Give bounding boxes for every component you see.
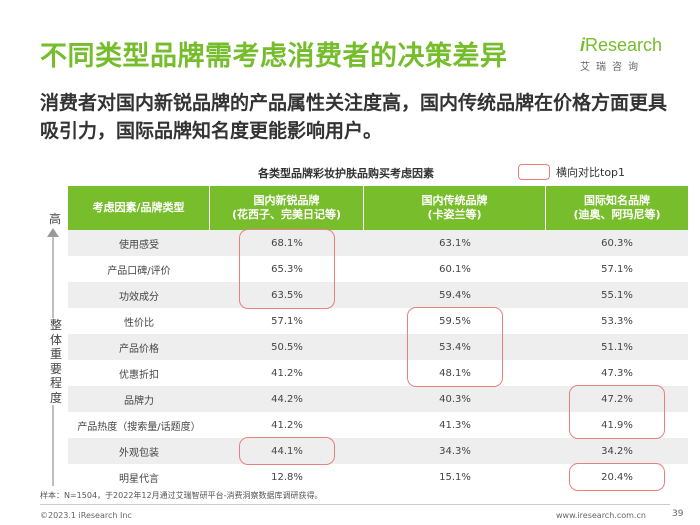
value-cell: 12.8% bbox=[271, 471, 303, 483]
website-link[interactable]: www.iresearch.com.cn bbox=[556, 511, 646, 520]
value-cell: 55.1% bbox=[601, 289, 633, 301]
factor-label: 明星代言 bbox=[119, 473, 159, 485]
top1-highlight bbox=[239, 437, 335, 465]
slide-subtitle: 消费者对国内新锐品牌的产品属性关注度高，国内传统品牌在价格方面更具吸引力，国际品… bbox=[40, 92, 668, 142]
table-body: 使用感受 68.1% 63.1% 60.3% 产品口碑/评价 65.3% 60.1% 57.1… bbox=[68, 230, 688, 490]
factor-label: 产品热度（搜索量/话题度） bbox=[77, 421, 201, 433]
table-row: 品牌力 44.2% 40.3% 47.2% bbox=[68, 386, 688, 412]
value-cell: 48.1% bbox=[439, 367, 471, 379]
header-cell-new-domestic: 国内新锐品牌 (花西子、完美日记等) bbox=[210, 186, 364, 230]
value-cell: 59.4% bbox=[439, 289, 471, 301]
axis-label: 整体重要程度 bbox=[49, 318, 63, 405]
slide-title: 不同类型品牌需考虑消费者的决策差异 bbox=[40, 41, 508, 72]
value-cell: 60.1% bbox=[439, 263, 471, 275]
factor-label: 产品口碑/评价 bbox=[107, 265, 171, 277]
table-row: 产品价格 50.5% 53.4% 51.1% bbox=[68, 334, 688, 360]
value-cell: 60.3% bbox=[601, 237, 633, 249]
header-cell-factor: 考虑因素/品牌类型 bbox=[68, 186, 210, 230]
table-row: 优惠折扣 41.2% 48.1% 47.3% bbox=[68, 360, 688, 386]
footer-divider bbox=[40, 504, 670, 505]
header-cell-international: 国际知名品牌 (迪奥、阿玛尼等) bbox=[546, 186, 688, 230]
top1-highlight bbox=[569, 463, 665, 491]
value-cell: 34.3% bbox=[439, 445, 471, 457]
top1-highlight bbox=[239, 229, 335, 309]
value-cell: 59.5% bbox=[439, 315, 471, 327]
value-cell: 65.3% bbox=[271, 263, 303, 275]
value-cell: 41.9% bbox=[601, 419, 633, 431]
factor-label: 使用感受 bbox=[119, 239, 159, 251]
value-cell: 57.1% bbox=[271, 315, 303, 327]
value-cell: 41.2% bbox=[271, 367, 303, 379]
value-cell: 15.1% bbox=[439, 471, 471, 483]
legend-swatch bbox=[518, 164, 550, 180]
value-cell: 44.2% bbox=[271, 393, 303, 405]
value-cell: 47.2% bbox=[601, 393, 633, 405]
value-cell: 63.1% bbox=[439, 237, 471, 249]
value-cell: 34.2% bbox=[601, 445, 633, 457]
table-row: 外观包装 44.1% 34.3% 34.2% bbox=[68, 438, 688, 464]
table-title: 各类型品牌彩妆护肤品购买考虑因素 bbox=[258, 167, 434, 180]
factor-label: 品牌力 bbox=[124, 395, 154, 407]
value-cell: 53.3% bbox=[601, 315, 633, 327]
top1-highlight bbox=[407, 307, 503, 387]
value-cell: 63.5% bbox=[271, 289, 303, 301]
value-cell: 68.1% bbox=[271, 237, 303, 249]
value-cell: 44.1% bbox=[271, 445, 303, 457]
page-number: 39 bbox=[672, 509, 684, 519]
header-cell-traditional-domestic: 国内传统品牌 (卡姿兰等) bbox=[364, 186, 546, 230]
table-row: 产品热度（搜索量/话题度） 41.2% 41.3% 41.9% bbox=[68, 412, 688, 438]
factor-label: 功效成分 bbox=[119, 291, 159, 303]
axis-top-label: 高 bbox=[49, 212, 62, 226]
logo-wordmark: iResearch bbox=[580, 35, 663, 55]
value-cell: 47.3% bbox=[601, 367, 633, 379]
value-cell: 40.3% bbox=[439, 393, 471, 405]
table-header: 考虑因素/品牌类型 国内新锐品牌 (花西子、完美日记等) 国内传统品牌 (卡姿兰… bbox=[68, 186, 688, 230]
copyright: ©2023.1 iResearch Inc bbox=[40, 511, 132, 520]
value-cell: 50.5% bbox=[271, 341, 303, 353]
factor-label: 产品价格 bbox=[119, 343, 159, 355]
value-cell: 20.4% bbox=[601, 471, 633, 483]
value-cell: 51.1% bbox=[601, 341, 633, 353]
factor-label: 外观包装 bbox=[119, 447, 159, 459]
value-cell: 41.3% bbox=[439, 419, 471, 431]
table-row: 性价比 57.1% 59.5% 53.3% bbox=[68, 308, 688, 334]
legend-label: 横向对比top1 bbox=[556, 166, 626, 179]
value-cell: 57.1% bbox=[601, 263, 633, 275]
sample-footnote: 样本：N=1504，于2022年12月通过艾瑞智研平台-消费洞察数据库调研获得。 bbox=[40, 491, 323, 500]
value-cell: 41.2% bbox=[271, 419, 303, 431]
factor-table: 考虑因素/品牌类型 国内新锐品牌 (花西子、完美日记等) 国内传统品牌 (卡姿兰… bbox=[68, 186, 688, 490]
factor-label: 性价比 bbox=[124, 317, 154, 329]
iresearch-logo: iResearch 艾瑞咨询 bbox=[580, 36, 662, 80]
table-row: 产品口碑/评价 65.3% 60.1% 57.1% bbox=[68, 256, 688, 282]
value-cell: 53.4% bbox=[439, 341, 471, 353]
legend: 横向对比top1 bbox=[518, 164, 625, 180]
table-row: 使用感受 68.1% 63.1% 60.3% bbox=[68, 230, 688, 256]
table-row: 功效成分 63.5% 59.4% 55.1% bbox=[68, 282, 688, 308]
top1-highlight bbox=[569, 385, 665, 439]
table-row: 明星代言 12.8% 15.1% 20.4% bbox=[68, 464, 688, 490]
factor-label: 优惠折扣 bbox=[119, 369, 159, 381]
logo-subtitle: 艾瑞咨询 bbox=[580, 62, 644, 73]
